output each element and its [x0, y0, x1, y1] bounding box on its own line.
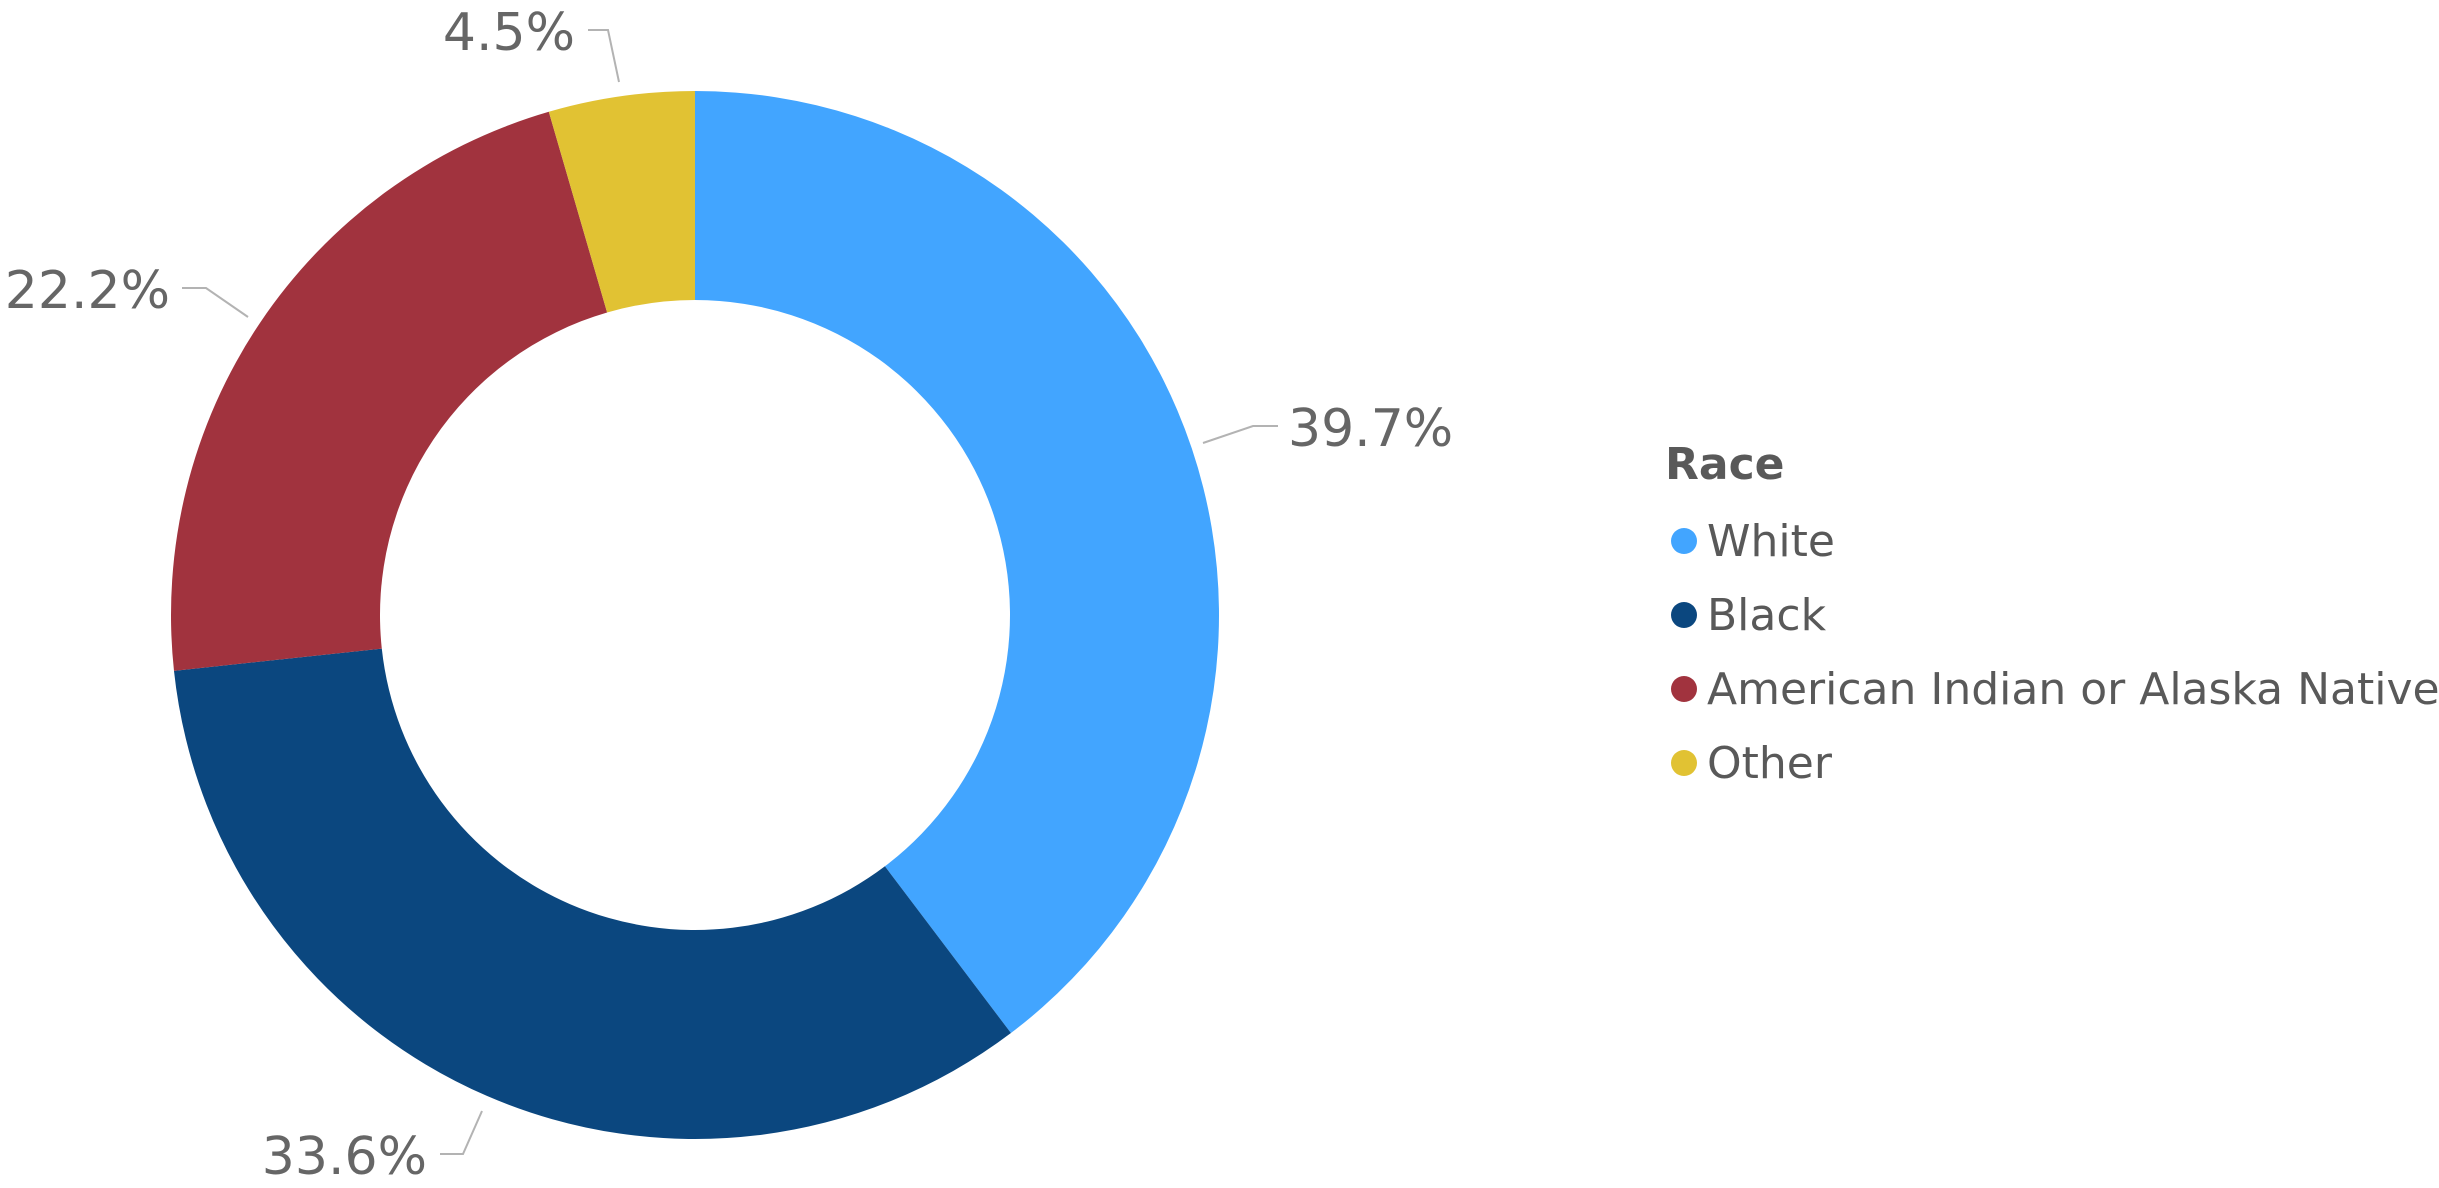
data-labels: 39.7% 33.6% 22.2% 4.5%	[5, 3, 1453, 1187]
legend-marker-white	[1671, 528, 1697, 554]
legend-label-other: Other	[1707, 737, 1832, 789]
legend-item-american-indian-or-alaska-native[interactable]: American Indian or Alaska Native	[1665, 652, 2439, 726]
legend-item-white[interactable]: White	[1665, 504, 2439, 578]
leader-line-black	[440, 1110, 483, 1155]
donut-slices	[171, 91, 1219, 1139]
donut-slice-other[interactable]	[548, 91, 695, 313]
data-label-black: 33.6%	[262, 1127, 427, 1187]
legend-marker-black	[1671, 602, 1697, 628]
data-label-other: 4.5%	[443, 3, 575, 63]
legend-label-american-indian-or-alaska-native: American Indian or Alaska Native	[1707, 663, 2439, 715]
leader-line-american-indian-or-alaska-native	[182, 287, 249, 318]
legend-label-white: White	[1707, 515, 1835, 567]
donut-slice-black[interactable]	[173, 648, 1011, 1139]
legend-marker-american-indian-or-alaska-native	[1671, 676, 1697, 702]
data-label-american-indian-or-alaska-native: 22.2%	[5, 261, 170, 321]
legend-item-other[interactable]: Other	[1665, 726, 2439, 800]
leader-line-white	[1202, 425, 1278, 444]
data-label-white: 39.7%	[1288, 399, 1453, 459]
legend-marker-other	[1671, 750, 1697, 776]
legend-label-black: Black	[1707, 589, 1827, 641]
leader-line-other	[588, 29, 620, 83]
donut-slice-white[interactable]	[695, 91, 1219, 1034]
legend-item-black[interactable]: Black	[1665, 578, 2439, 652]
donut-slice-american-indian-or-alaska-native[interactable]	[171, 111, 608, 671]
legend-title: Race	[1665, 439, 1785, 490]
legend: Race White Black American Indian or Alas…	[1665, 440, 2439, 800]
